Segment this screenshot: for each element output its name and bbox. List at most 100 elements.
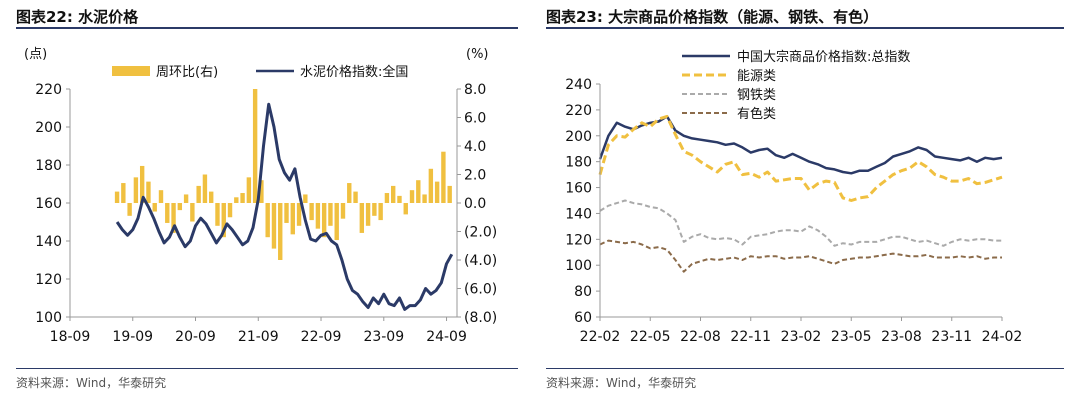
chart1-line-layer xyxy=(115,102,454,311)
weekly-change-bar xyxy=(121,183,126,203)
chart1-bars-layer xyxy=(114,89,452,260)
weekly-change-bar xyxy=(133,177,139,203)
chart1-left-tick-label: 160 xyxy=(35,196,62,212)
chart1-right-tick-label: 8.0 xyxy=(464,82,486,98)
chart2-source: 资料来源：Wind，华泰研究 xyxy=(546,376,697,390)
chart2-title: 图表23: 大宗商品价格指数（能源、钢铁、有色） xyxy=(546,8,879,26)
weekly-change-bar xyxy=(409,190,415,203)
nonferrous-index-line xyxy=(599,239,1002,273)
chart1-left-tick-label: 220 xyxy=(35,82,62,98)
legend-label-cement-index: 水泥价格指数:全国 xyxy=(300,64,408,80)
chart2-top-rule xyxy=(546,27,1064,29)
weekly-change-bar xyxy=(378,203,383,221)
cement-index-line xyxy=(115,102,454,311)
weekly-change-bar xyxy=(246,177,252,203)
chart1-right-tick-label: 2.0 xyxy=(464,168,486,184)
chart2-x-tick-label: 23-05 xyxy=(831,329,872,345)
weekly-change-bar xyxy=(365,203,371,226)
chart2-y-tick-label: 240 xyxy=(565,77,592,93)
weekly-change-bar xyxy=(196,185,201,203)
weekly-change-bar xyxy=(190,203,195,222)
legend-label-total-index: 中国大宗商品价格指数:总指数 xyxy=(737,49,910,65)
weekly-change-bar xyxy=(165,203,170,223)
chart1-right-tick-label: 4.0 xyxy=(464,139,486,155)
chart1-x-tick-label: 18-09 xyxy=(50,329,91,345)
legend-label-energy: 能源类 xyxy=(737,69,776,84)
chart1-right-tick-label: (6.0) xyxy=(464,282,497,298)
chart1-legend: 周环比(右) 水泥价格指数:全国 xyxy=(112,64,408,80)
weekly-change-bar xyxy=(221,203,226,238)
chart1-x-tick-label: 23-09 xyxy=(363,329,404,345)
chart1-x-tick-label: 24-09 xyxy=(426,329,467,345)
weekly-change-bar xyxy=(139,165,145,203)
weekly-change-bar xyxy=(321,203,327,238)
weekly-change-bar xyxy=(183,194,189,203)
chart1-left-tick-label: 120 xyxy=(35,272,62,288)
chart2-y-tick-label: 200 xyxy=(565,129,592,145)
chart1-right-unit: (%) xyxy=(466,47,489,62)
energy-index-line xyxy=(598,114,1003,202)
chart2-y-tick-label: 100 xyxy=(565,258,592,274)
weekly-change-bar xyxy=(171,203,176,233)
chart1-left-tick-label: 200 xyxy=(35,120,62,136)
total-index-line xyxy=(598,115,1003,175)
chart2-axes: 240 220 200 180 160 140 120 100 80 60 22-02 22-05 22… xyxy=(565,77,1022,345)
chart2-y-tick-label: 220 xyxy=(565,103,592,119)
weekly-change-bar xyxy=(422,194,427,203)
weekly-change-bar xyxy=(353,191,358,203)
weekly-change-bar xyxy=(334,203,339,241)
chart2-y-tick-label: 180 xyxy=(565,155,592,171)
weekly-change-bar xyxy=(434,181,440,203)
chart2-x-tick-label: 22-05 xyxy=(630,329,671,345)
weekly-change-bar xyxy=(384,193,390,203)
weekly-change-bar xyxy=(403,203,408,215)
legend-label-steel: 钢铁类 xyxy=(737,88,776,103)
chart2-y-tick-label: 60 xyxy=(574,310,592,326)
chart1-left-tick-label: 140 xyxy=(35,234,62,250)
legend-label-nonferrous: 有色类 xyxy=(737,106,776,122)
chart2-y-tick-label: 140 xyxy=(565,206,592,222)
chart1-x-tick-label: 20-09 xyxy=(175,329,216,345)
chart1-right-tick-label: (8.0) xyxy=(464,310,497,326)
weekly-change-bar xyxy=(428,168,434,203)
chart1-right-tick-label: 0.0 xyxy=(464,196,486,212)
weekly-change-bar xyxy=(397,195,402,203)
legend-label-weekly-change: 周环比(右) xyxy=(156,65,218,80)
chart2-y-tick-label: 160 xyxy=(565,181,592,197)
weekly-change-bar xyxy=(127,203,132,216)
chart1-bottom-rule xyxy=(16,368,518,369)
chart1-left-tick-label: 180 xyxy=(35,158,62,174)
chart1-x-tick-label: 21-09 xyxy=(238,329,279,345)
weekly-change-bar xyxy=(240,193,245,203)
chart2-y-tick-label: 80 xyxy=(574,284,592,300)
chart2-x-tick-label: 22-11 xyxy=(730,329,771,345)
chart1-top-rule xyxy=(16,27,518,29)
weekly-change-bar xyxy=(416,180,421,203)
chart2-x-tick-label: 22-08 xyxy=(680,329,721,345)
weekly-change-bar xyxy=(271,203,277,249)
chart1-x-tick-label: 19-09 xyxy=(112,329,153,345)
chart2-x-tick-label: 23-11 xyxy=(931,329,972,345)
weekly-change-bar xyxy=(209,191,214,203)
chart2-bottom-rule xyxy=(546,368,1064,369)
weekly-change-bar xyxy=(265,203,270,238)
chart2-x-tick-label: 23-08 xyxy=(881,329,922,345)
weekly-change-bar xyxy=(315,203,321,229)
chart1-right-tick-label: (4.0) xyxy=(464,253,497,269)
weekly-change-bar xyxy=(152,203,157,212)
weekly-change-bar xyxy=(447,185,452,203)
chart1-axes: 220 200 180 160 140 120 100 8.0 6.0 4.0 2.0 0.0 (2.0… xyxy=(35,82,497,345)
chart1-right-tick-label: 6.0 xyxy=(464,111,486,127)
weekly-change-bar xyxy=(252,89,258,203)
chart2-x-tick-label: 24-02 xyxy=(982,329,1023,345)
weekly-change-bar xyxy=(359,203,365,233)
weekly-change-bar xyxy=(278,203,283,260)
chart2-legend: 中国大宗商品价格指数:总指数 能源类 钢铁类 有色类 xyxy=(682,49,910,122)
weekly-change-bar xyxy=(303,194,308,203)
chart2-lines-layer xyxy=(598,114,1003,273)
weekly-change-bar xyxy=(309,203,314,221)
weekly-change-bar xyxy=(328,203,333,226)
weekly-change-bar xyxy=(114,191,120,203)
chart2-y-tick-label: 120 xyxy=(565,232,592,248)
